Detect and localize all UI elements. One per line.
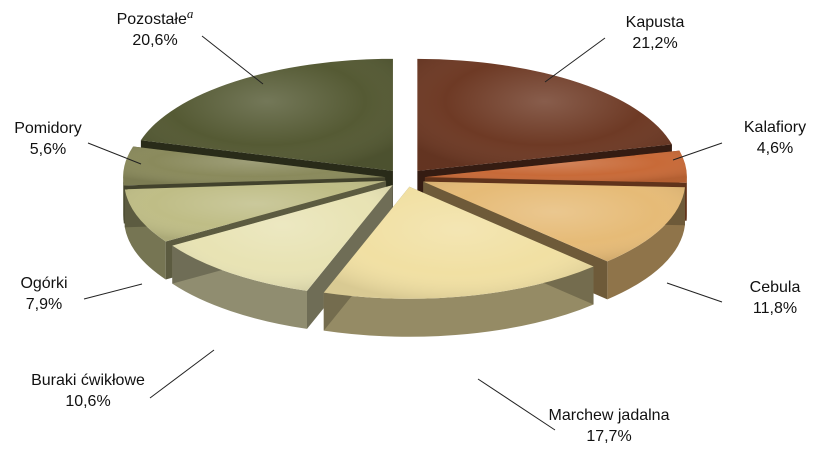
- slice-side-marchew-jadalna: [323, 266, 594, 337]
- slice-label-cebula: Cebula: [750, 279, 801, 296]
- slice-label-og-rki: Ogórki: [20, 275, 67, 292]
- leader-line-marchew-jadalna: [477, 378, 556, 431]
- slice-value-pomidory: 5,6%: [30, 141, 66, 158]
- slice-side-pomidory: [123, 177, 124, 224]
- slice-value-og-rki: 7,9%: [26, 296, 62, 313]
- slice-gloss-pomidory: [123, 146, 386, 186]
- slice-label-kalafiory: Kalafiory: [744, 119, 806, 136]
- slice-gloss-buraki-wik-owe: [172, 185, 393, 291]
- slice-label-pozosta-e: Pozostałea: [117, 6, 194, 28]
- slice-value-pozosta-e: 20,6%: [132, 32, 177, 49]
- slice-value-marchew-jadalna: 17,7%: [586, 428, 631, 445]
- slice-value-kapusta: 21,2%: [632, 35, 677, 52]
- slice-labels: Kapusta 21,2% Kalafiory 4,6% Cebula 11,8% Marc…: [14, 6, 806, 445]
- leader-lines: [83, 35, 723, 431]
- slice-label-marchew-jadalna: Marchew jadalna: [549, 407, 670, 424]
- slice-gloss-kapusta: [417, 58, 672, 171]
- leader-line-pozosta-e: [201, 35, 264, 85]
- leader-line-kapusta: [544, 37, 606, 83]
- leader-line-buraki-wik-owe: [149, 349, 215, 399]
- slice-gloss-cebula: [423, 181, 685, 262]
- slice-label-pomidory: Pomidory: [14, 120, 82, 137]
- leader-line-og-rki: [83, 283, 143, 300]
- slice-label-kapusta: Kapusta: [626, 14, 685, 31]
- pie-slices: [123, 58, 687, 299]
- slice-value-buraki-wik-owe: 10,6%: [65, 393, 110, 410]
- leader-line-kalafiory: [672, 142, 723, 161]
- slice-gloss-og-rki: [124, 180, 387, 242]
- slice-gloss-marchew-jadalna: [323, 186, 594, 299]
- slice-side-og-rki: [124, 189, 166, 280]
- slice-gloss-pozosta-e: [140, 58, 393, 171]
- slice-gloss-kalafiory: [424, 150, 687, 183]
- slice-label-superscript: a: [187, 6, 194, 21]
- slice-value-kalafiory: 4,6%: [757, 140, 793, 157]
- slice-side-cebula: [607, 187, 685, 300]
- slice-label-buraki-wik-owe: Buraki ćwikłowe: [31, 372, 145, 389]
- leader-line-pomidory: [87, 142, 142, 165]
- slice-value-cebula: 11,8%: [753, 300, 797, 317]
- leader-line-cebula: [666, 282, 723, 303]
